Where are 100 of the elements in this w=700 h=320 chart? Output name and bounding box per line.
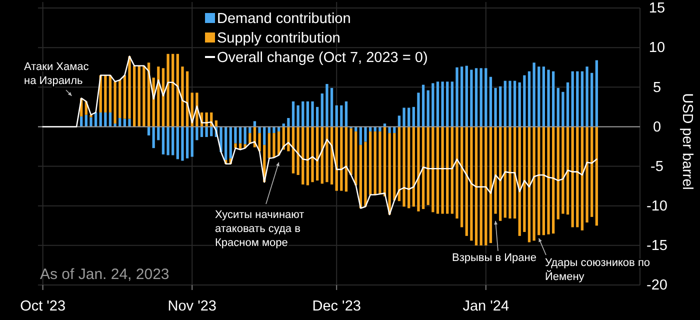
bar [436,82,440,127]
bar [354,131,358,186]
bar [586,66,588,127]
bar [302,101,304,127]
bar [132,66,136,127]
bar [484,68,488,127]
bar [205,112,208,127]
bar [470,70,473,127]
bar [292,126,295,174]
bar [368,131,372,195]
bar [296,105,300,127]
y-tick-label: -5 [650,158,664,175]
y-axis-title: USD per barrel [679,93,695,190]
bar [311,126,314,182]
bar [128,118,131,127]
bar [408,108,410,127]
bar [263,126,266,145]
bar [258,126,261,134]
bar [176,54,179,127]
bar [422,126,425,210]
bar [460,66,464,127]
bar [412,106,415,127]
bar [147,126,150,136]
bar [450,82,454,127]
bar [238,126,242,144]
bar [456,126,458,219]
legend-label: Supply contribution [217,30,340,46]
bar [296,126,300,175]
bar [205,126,208,138]
bar [388,126,391,134]
bar [354,126,358,132]
bar [432,83,434,127]
bar [326,126,328,182]
bar [576,126,579,228]
bar [441,126,444,214]
bar [378,131,382,194]
bar [248,126,252,134]
bar [306,126,310,186]
bar [393,126,396,134]
bar [465,126,468,236]
bar [142,66,146,127]
bar [499,86,502,127]
bar [417,126,420,212]
bar [408,126,410,208]
bar [590,72,594,127]
bar [432,126,434,212]
bar [576,71,579,127]
bar [441,82,444,127]
bar [268,133,270,158]
bar [513,126,516,219]
bar [532,126,536,241]
bar [422,84,425,127]
bar [118,80,122,118]
bar [398,116,401,127]
bar [436,126,440,214]
annotation: Хуситы начинают атаковать суда в Красном море [215,209,304,249]
bar [590,126,594,217]
bar [571,71,574,127]
bar [528,71,531,127]
bar [123,75,126,119]
bar [340,105,343,127]
bar [306,101,310,127]
bar [272,133,276,158]
bar [359,126,362,145]
bar [412,126,415,207]
bar [508,126,512,219]
x-tick-label: Nov '23 [168,298,216,314]
bar [234,143,237,148]
bar [90,117,92,127]
bar [528,126,531,242]
annotation: Взрывы в Иране [452,252,536,264]
bar [190,126,194,157]
bar [518,82,521,127]
bar [566,126,570,215]
bar [523,75,526,127]
bar [229,126,232,158]
bar [504,80,506,127]
legend-label: Demand contribution [217,11,351,27]
bar [326,84,328,127]
bar [277,126,280,132]
bar [287,118,290,127]
annotation: Атаки Хамас на Израиль [24,61,90,87]
bar [114,82,116,124]
bar [388,133,391,215]
bar [552,71,555,127]
x-tick-label: Jan '24 [462,298,510,314]
bar [138,66,140,127]
bar [344,101,348,127]
bar [186,126,189,158]
bar [474,68,478,127]
bar [547,70,550,127]
annotation: As of Jan. 24, 2023 [40,266,170,283]
bar [456,67,458,127]
bar [340,126,343,191]
bar [172,54,174,127]
bar [480,68,482,127]
bar [200,126,204,138]
bar [316,106,319,127]
bar [538,126,540,236]
legend-label: Overall change (Oct 7, 2023 = 0) [217,50,428,66]
